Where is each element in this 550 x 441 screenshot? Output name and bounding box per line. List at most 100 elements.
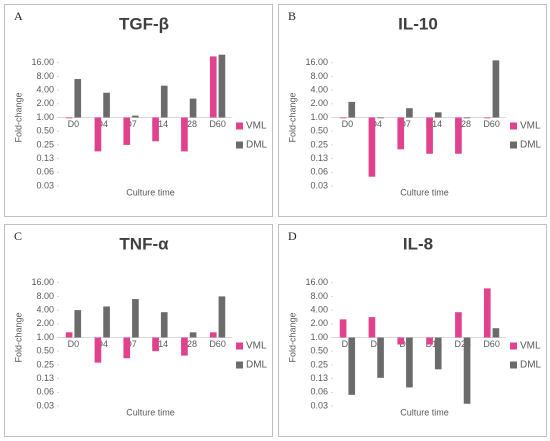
y-tick-label: 0.50	[310, 346, 328, 356]
x-tick-label: D60	[483, 119, 500, 129]
bar	[406, 337, 413, 388]
legend-swatch	[510, 141, 517, 149]
legend-swatch	[510, 122, 517, 130]
y-tick-label: 4.00	[36, 84, 54, 94]
legend-label: VML	[246, 341, 267, 352]
bar	[152, 117, 159, 142]
legend-label: DML	[520, 360, 542, 371]
legend-swatch	[510, 342, 517, 350]
x-tick-label: D7	[399, 339, 411, 349]
bar	[397, 117, 405, 150]
y-tick-label: 2.00	[36, 318, 54, 328]
x-tick-label: D14	[152, 119, 169, 129]
legend-label: VML	[520, 121, 541, 132]
bar	[189, 332, 197, 338]
x-tick-label: D4	[96, 339, 108, 349]
legend-swatch	[236, 342, 243, 350]
bar	[339, 319, 347, 338]
y-tick-label: 16.00	[305, 57, 328, 67]
y-tick-label: 4.00	[36, 304, 54, 314]
x-tick-label: D14	[152, 339, 169, 349]
legend-label: DML	[520, 140, 542, 151]
x-tick-label: D60	[483, 339, 500, 349]
chart-title: IL-8	[403, 234, 433, 253]
y-tick-label: 0.50	[310, 126, 328, 136]
x-tick-label: D60	[209, 119, 226, 129]
bar	[181, 117, 188, 152]
x-tick-label: D14	[426, 339, 443, 349]
bar	[434, 337, 442, 370]
y-tick-label: 0.06	[36, 167, 54, 177]
bar	[160, 85, 168, 118]
y-tick-label: 1.00	[310, 112, 328, 122]
y-axis-label: Fold-change	[13, 312, 23, 362]
y-axis-label: Fold-change	[13, 92, 23, 142]
x-axis-label: Culture time	[126, 407, 175, 417]
y-tick-label: 0.25	[310, 359, 328, 369]
y-tick-label: 16.00	[31, 277, 54, 287]
panel: D IL-8 0.03 0.06 0.13 0.25 0.50 1.00 2.00 4.00 8.0…	[278, 224, 547, 437]
bar	[132, 115, 139, 118]
legend-swatch	[236, 361, 243, 369]
bar	[455, 117, 462, 154]
x-tick-label: D4	[370, 339, 382, 349]
bar	[181, 337, 188, 356]
bar	[103, 306, 110, 338]
x-tick-label: D28	[454, 119, 471, 129]
y-tick-label: 0.13	[36, 373, 54, 383]
bar	[132, 299, 139, 338]
y-tick-label: 8.00	[36, 71, 54, 81]
bar	[94, 117, 102, 152]
y-tick-label: 4.00	[310, 84, 328, 94]
y-tick-label: 1.00	[310, 332, 328, 342]
panel-border	[278, 224, 547, 437]
bar	[455, 312, 462, 338]
y-tick-label: 16.00	[31, 57, 54, 67]
bar	[483, 117, 491, 119]
y-tick-label: 0.50	[36, 126, 54, 136]
y-tick-label: 2.00	[36, 98, 54, 108]
y-axis-label: Fold-change	[287, 312, 297, 362]
y-tick-label: 2.00	[310, 98, 328, 108]
y-tick-label: 0.25	[36, 359, 54, 369]
x-tick-label: D60	[209, 339, 226, 349]
bar	[339, 117, 347, 119]
y-tick-label: 0.03	[310, 180, 328, 190]
chart-title: TNF-α	[119, 234, 169, 253]
legend-label: VML	[246, 121, 267, 132]
x-tick-label: D4	[96, 119, 108, 129]
bar	[123, 337, 131, 359]
y-tick-label: 4.00	[310, 304, 328, 314]
y-tick-label: 0.03	[36, 180, 54, 190]
bar	[426, 337, 433, 345]
bar	[397, 337, 405, 345]
bar	[463, 337, 471, 404]
panel: B IL-10 0.03 0.06 0.13 0.25 0.50 1.00 2.00 4.00 8.…	[278, 4, 547, 217]
x-tick-label: D0	[68, 119, 80, 129]
chart-title: IL-10	[398, 14, 438, 33]
bar	[74, 79, 82, 118]
bar	[463, 117, 471, 119]
legend-label: VML	[520, 341, 541, 352]
x-tick-label: D0	[342, 119, 354, 129]
legend-swatch	[236, 122, 243, 130]
panel: C TNF-α 0.03 0.06 0.13 0.25 0.50 1.00 2.00 4.00 8.…	[4, 224, 273, 437]
legend-swatch	[510, 361, 517, 369]
x-axis-label: Culture time	[400, 187, 449, 197]
bar	[123, 117, 131, 145]
legend-swatch	[236, 141, 243, 149]
bar	[426, 117, 433, 154]
x-tick-label: D28	[454, 339, 471, 349]
x-axis-label: Culture time	[126, 187, 175, 197]
x-tick-label: D28	[180, 119, 197, 129]
bar	[377, 117, 384, 119]
y-tick-label: 0.13	[310, 373, 328, 383]
bar	[368, 117, 376, 177]
y-tick-label: 0.03	[310, 400, 328, 410]
x-tick-label: D7	[125, 119, 137, 129]
y-tick-label: 8.00	[310, 71, 328, 81]
x-axis-label: Culture time	[400, 407, 449, 417]
bar	[152, 337, 159, 352]
bar	[189, 98, 197, 118]
bar	[406, 108, 413, 118]
